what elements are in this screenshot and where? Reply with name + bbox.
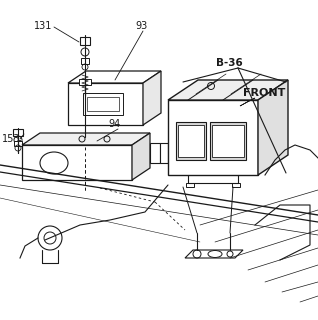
Polygon shape [68,71,161,83]
Polygon shape [22,133,150,145]
Bar [232,183,240,187]
Text: B-36: B-36 [216,58,243,68]
Polygon shape [22,145,132,180]
Text: 94: 94 [108,119,120,129]
Bar [178,125,204,157]
Text: 131: 131 [34,21,52,31]
Bar [160,143,168,163]
Bar [13,129,23,136]
Polygon shape [185,250,243,258]
Bar [150,143,160,163]
Polygon shape [143,71,161,125]
Bar [212,125,244,157]
Polygon shape [168,100,258,175]
Polygon shape [240,98,255,106]
Bar [87,97,119,111]
Polygon shape [132,133,150,180]
Polygon shape [258,80,288,175]
Bar [176,122,206,160]
Text: 153: 153 [2,134,20,144]
Text: 93: 93 [135,21,147,31]
Polygon shape [68,83,143,125]
Ellipse shape [40,152,68,174]
Bar [79,79,91,85]
Bar [80,37,90,45]
Bar [14,141,22,146]
Bar [210,122,246,160]
Polygon shape [168,80,288,100]
Bar [186,183,194,187]
Text: FRONT: FRONT [243,88,285,98]
Ellipse shape [208,251,222,258]
Bar [81,58,89,64]
Bar [83,93,123,115]
